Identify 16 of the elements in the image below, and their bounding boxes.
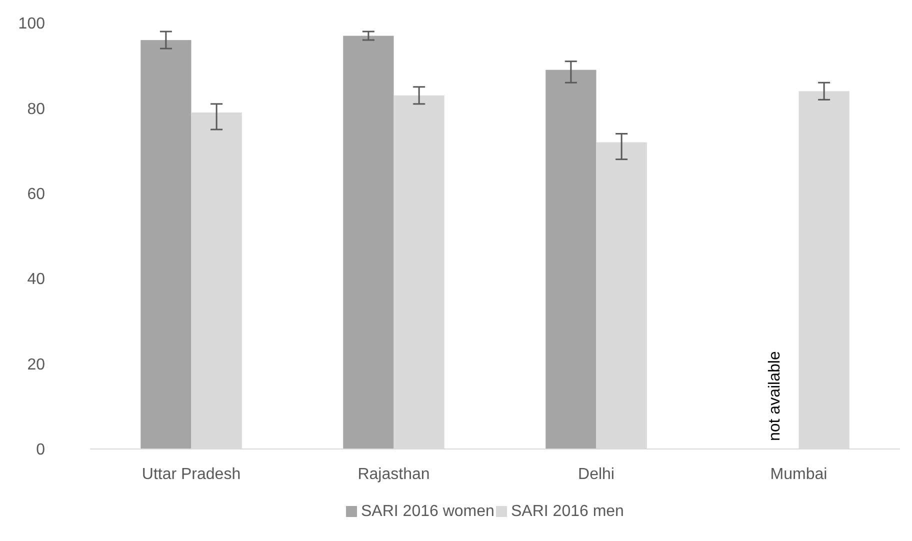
y-tick-label: 80 [27, 100, 46, 118]
legend-label: SARI 2016 men [511, 503, 624, 520]
y-tick-label: 0 [36, 442, 46, 459]
x-tick-label: Delhi [578, 466, 614, 483]
y-tick-label: 20 [27, 356, 46, 374]
x-tick-label: Mumbai [770, 466, 828, 483]
x-tick-label: Rajasthan [358, 466, 430, 483]
bar [546, 70, 596, 449]
y-tick-label: 60 [27, 186, 46, 203]
bar [140, 40, 192, 449]
bar [343, 36, 394, 449]
y-tick-label: 100 [18, 16, 46, 33]
annotation: not available [766, 351, 784, 441]
x-tick-label: Uttar Pradesh [142, 466, 241, 483]
legend-label: SARI 2016 women [361, 503, 494, 520]
y-tick-label: 40 [27, 271, 46, 288]
